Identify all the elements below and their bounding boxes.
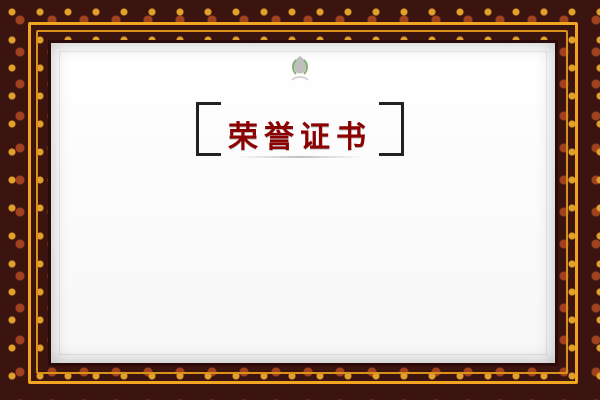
emblem-icon xyxy=(286,54,314,84)
title-bracket-right xyxy=(379,102,404,156)
paper-inner-border xyxy=(59,51,547,355)
inner-gold-border xyxy=(36,30,568,374)
title-underline xyxy=(236,156,364,158)
title-bracket-left xyxy=(196,102,221,156)
certificate-title: 荣誉证书 xyxy=(228,120,372,155)
certificate-paper xyxy=(48,40,558,366)
certificate-title-area: 荣誉证书 xyxy=(196,102,404,160)
outer-gold-border xyxy=(28,22,578,384)
